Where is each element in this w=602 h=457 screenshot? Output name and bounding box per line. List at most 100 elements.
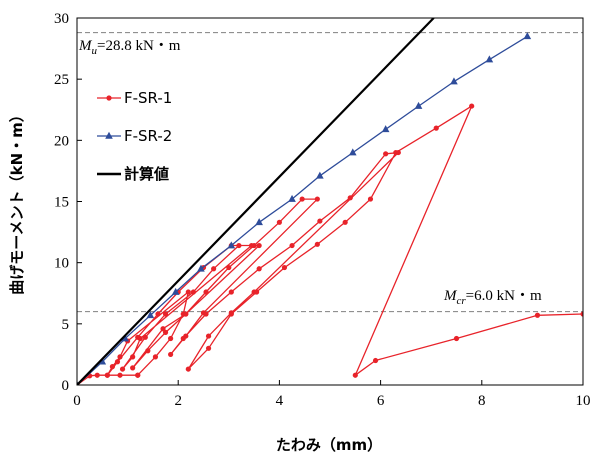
data-point <box>205 333 212 339</box>
annotations: Mu=28.8 kN・m Mcr=6.0 kN・m <box>78 38 542 307</box>
data-point <box>299 196 305 202</box>
x-tick-label: 2 <box>174 393 182 409</box>
series-layer <box>77 18 583 385</box>
series-f-sr-2 <box>77 32 532 385</box>
legend-item: F-SR-1 <box>97 89 172 107</box>
legend: F-SR-1 F-SR-2 計算値 <box>97 89 172 183</box>
data-point <box>168 335 174 342</box>
y-tick-label: 0 <box>62 378 70 394</box>
data-point <box>94 372 100 378</box>
data-point <box>342 219 348 225</box>
data-point <box>117 354 123 360</box>
data-point <box>276 219 282 225</box>
series-calculated <box>77 18 435 385</box>
data-point <box>314 241 320 247</box>
x-tick-label: 0 <box>73 393 81 409</box>
series-f-sr-1 <box>77 103 583 385</box>
data-point <box>114 359 121 365</box>
data-point <box>314 196 320 202</box>
data-point <box>381 125 390 133</box>
data-point <box>453 335 460 342</box>
y-tick-label: 15 <box>54 195 69 211</box>
legend-swatch-marker <box>106 95 112 101</box>
y-tick-label: 30 <box>54 11 69 27</box>
legend-item: F-SR-2 <box>97 127 172 145</box>
y-axis-title: 曲げモーメント（kN・m） <box>8 107 26 295</box>
data-point <box>236 242 242 249</box>
x-tick-label: 8 <box>478 393 486 409</box>
data-point <box>226 264 232 271</box>
data-point <box>317 218 323 224</box>
data-point <box>251 242 257 249</box>
data-point <box>316 171 324 179</box>
reference-lines <box>77 32 583 313</box>
legend-label: F-SR-2 <box>124 127 172 145</box>
data-point <box>130 365 136 371</box>
data-point <box>256 242 262 249</box>
data-point <box>203 289 209 295</box>
data-point <box>450 77 458 85</box>
plot-background <box>77 18 583 385</box>
data-point <box>146 311 155 319</box>
data-point <box>98 357 107 365</box>
data-point <box>228 311 234 317</box>
data-point <box>145 348 151 354</box>
data-point <box>180 335 186 342</box>
data-point <box>485 55 494 63</box>
legend-item: 計算値 <box>97 165 169 183</box>
plot-area <box>77 18 583 385</box>
data-point <box>104 372 110 378</box>
series-line <box>77 35 528 385</box>
annotation-mu: Mu=28.8 kN・m <box>78 38 181 57</box>
data-point <box>155 311 161 317</box>
legend-label: F-SR-1 <box>124 89 172 107</box>
data-point <box>109 364 116 370</box>
data-point <box>171 287 180 295</box>
legend-swatch-marker <box>105 131 113 139</box>
data-point <box>393 149 399 156</box>
x-tick-label: 10 <box>576 393 591 409</box>
data-point <box>197 264 205 272</box>
x-tick-label: 4 <box>276 393 284 409</box>
x-axis-title: たわみ（mm） <box>276 436 382 454</box>
data-point <box>281 264 288 271</box>
data-point <box>137 335 143 342</box>
data-point <box>523 32 532 40</box>
data-point <box>185 366 191 372</box>
data-point <box>414 101 423 109</box>
data-point <box>228 289 234 295</box>
data-point <box>255 218 263 226</box>
data-point <box>117 372 123 378</box>
y-tick-label: 20 <box>54 133 69 149</box>
y-tick-label: 5 <box>62 317 70 333</box>
data-point <box>162 329 169 335</box>
data-point <box>185 289 191 295</box>
data-point <box>205 345 212 351</box>
data-point <box>227 241 236 249</box>
legend-label: 計算値 <box>124 165 169 183</box>
data-point <box>348 148 357 156</box>
data-point <box>152 354 159 360</box>
data-point <box>383 151 389 157</box>
data-point <box>203 311 209 317</box>
data-point <box>534 312 541 318</box>
data-point <box>289 242 295 249</box>
data-point <box>433 125 439 131</box>
data-point <box>372 357 379 364</box>
y-tick-label: 10 <box>54 256 69 272</box>
data-point <box>168 351 174 358</box>
data-point <box>367 196 374 202</box>
data-point <box>211 266 217 272</box>
data-point <box>347 195 353 201</box>
series-line <box>77 18 435 385</box>
data-point <box>135 372 141 378</box>
data-point <box>119 366 126 372</box>
data-point <box>183 311 189 317</box>
ticks: 0 2 4 6 8 10 0 5 10 15 20 25 30 <box>54 11 591 409</box>
data-point <box>160 326 166 332</box>
data-point <box>130 354 136 360</box>
x-tick-label: 6 <box>377 393 385 409</box>
data-point <box>469 103 475 109</box>
data-point <box>352 372 358 378</box>
